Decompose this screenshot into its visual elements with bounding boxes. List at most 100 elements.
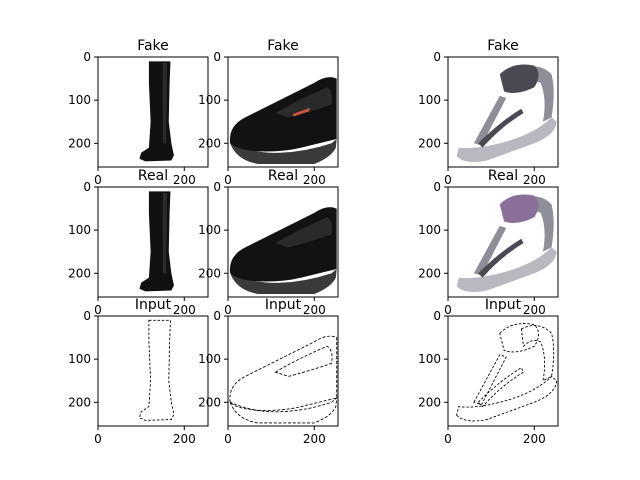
y-tick-label: 100 xyxy=(198,223,221,237)
panel-input-flat-shoe: Input 0 100 200 0 200 xyxy=(198,297,339,446)
y-tick-label: 100 xyxy=(68,223,91,237)
x-tick-label: 0 xyxy=(224,432,232,446)
x-tick-label: 200 xyxy=(523,432,546,446)
panel-input-boot: Input 0 100 200 0 200 xyxy=(68,297,209,446)
shoe-sole xyxy=(229,396,338,424)
panel-title: Input xyxy=(485,297,522,313)
x-tick-label: 0 xyxy=(444,432,452,446)
x-tick-label: 0 xyxy=(94,303,102,317)
shoe-upper xyxy=(229,335,338,411)
panel-generated-sandal: Fake 0 100 200 0 200 xyxy=(418,38,559,187)
panel-image xyxy=(98,187,208,297)
panel-image xyxy=(228,57,338,167)
x-tick-label: 0 xyxy=(94,173,102,187)
sandal-thong-strap xyxy=(473,95,507,146)
image-background xyxy=(448,316,558,426)
shoe-opening xyxy=(274,345,333,377)
panel-image xyxy=(228,316,338,426)
panel-image xyxy=(98,57,208,167)
shoe-sole xyxy=(230,138,337,164)
sandal-sole xyxy=(456,375,558,422)
image-background xyxy=(98,316,208,426)
x-tick-label: 200 xyxy=(173,432,196,446)
shoe-accent xyxy=(292,107,310,117)
axes-frame xyxy=(97,56,209,168)
axes-frame xyxy=(227,186,339,298)
sandal-side-strap xyxy=(478,108,524,148)
x-tick-label: 200 xyxy=(523,303,546,317)
sandal-side-strap xyxy=(477,367,525,408)
panel-real-boot: Real 0 100 200 0 200 xyxy=(68,168,209,317)
x-tick-label: 200 xyxy=(173,173,196,187)
sandal-ankle-strap xyxy=(499,323,540,353)
y-tick-label: 0 xyxy=(433,180,441,194)
y-tick-label: 200 xyxy=(198,136,221,150)
axes-frame xyxy=(447,56,559,168)
x-tick-label: 0 xyxy=(444,303,452,317)
y-tick-label: 200 xyxy=(418,395,441,409)
y-tick-label: 0 xyxy=(213,50,221,64)
shoe-opening xyxy=(275,87,333,118)
boot-shape xyxy=(138,319,175,421)
panel-image xyxy=(448,57,558,167)
y-tick-label: 100 xyxy=(418,352,441,366)
shoe-sole xyxy=(230,268,337,294)
y-tick-label: 100 xyxy=(418,223,441,237)
y-tick-label: 0 xyxy=(83,50,91,64)
y-tick-label: 200 xyxy=(418,136,441,150)
x-tick-label: 200 xyxy=(173,303,196,317)
boot-highlight xyxy=(162,193,168,274)
y-tick-label: 0 xyxy=(83,309,91,323)
y-tick-label: 0 xyxy=(213,180,221,194)
x-tick-label: 0 xyxy=(224,173,232,187)
axes-frame xyxy=(97,186,209,298)
panel-real-sandal: Real 0 100 200 0 200 xyxy=(418,168,559,317)
axes-frame xyxy=(227,56,339,168)
x-tick-label: 0 xyxy=(94,432,102,446)
y-tick-label: 200 xyxy=(68,136,91,150)
sandal-side-strap xyxy=(478,238,524,278)
y-tick-label: 100 xyxy=(68,352,91,366)
y-tick-label: 0 xyxy=(433,50,441,64)
panel-generated-flat-shoe: Fake 0 100 200 0 200 xyxy=(198,38,339,187)
axes-frame xyxy=(447,315,559,427)
panel-title: Real xyxy=(268,168,298,184)
panel-title: Fake xyxy=(487,38,519,54)
panel-title: Real xyxy=(488,168,518,184)
y-tick-label: 0 xyxy=(433,309,441,323)
panel-title: Real xyxy=(138,168,168,184)
y-tick-label: 0 xyxy=(83,180,91,194)
y-tick-label: 200 xyxy=(68,395,91,409)
axes-frame xyxy=(227,315,339,427)
panel-input-sandal: Input 0 100 200 0 200 xyxy=(418,297,559,446)
image-background xyxy=(228,316,338,426)
panel-image xyxy=(448,187,558,297)
y-tick-label: 200 xyxy=(198,266,221,280)
sandal-ankle-strap xyxy=(499,194,539,223)
panel-image xyxy=(448,316,558,426)
sandal-sole xyxy=(456,247,557,292)
y-tick-label: 0 xyxy=(213,309,221,323)
x-tick-label: 0 xyxy=(224,303,232,317)
panel-title: Input xyxy=(135,297,172,313)
sandal-ankle-strap xyxy=(499,64,539,93)
shoe-opening xyxy=(275,217,333,248)
panel-title: Fake xyxy=(137,38,169,54)
sandal-thong-strap xyxy=(473,225,507,276)
x-tick-label: 200 xyxy=(303,432,326,446)
y-tick-label: 100 xyxy=(418,93,441,107)
panel-title: Fake xyxy=(267,38,299,54)
y-tick-label: 200 xyxy=(68,266,91,280)
y-tick-label: 100 xyxy=(198,93,221,107)
axes-frame xyxy=(97,315,209,427)
sandal-sole xyxy=(456,117,557,162)
x-tick-label: 200 xyxy=(303,303,326,317)
x-tick-label: 0 xyxy=(444,173,452,187)
x-tick-label: 200 xyxy=(523,173,546,187)
axes-frame xyxy=(447,186,559,298)
panel-image xyxy=(228,187,338,297)
panel-real-flat-shoe: Real 0 100 200 0 200 xyxy=(198,168,339,317)
y-tick-label: 200 xyxy=(418,266,441,280)
boot-highlight xyxy=(162,63,168,144)
